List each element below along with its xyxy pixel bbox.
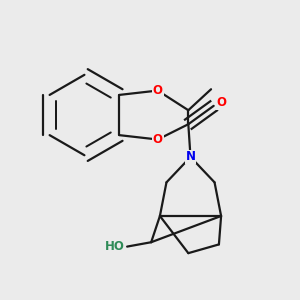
Text: O: O bbox=[217, 96, 226, 109]
Text: N: N bbox=[185, 151, 196, 164]
Text: HO: HO bbox=[105, 240, 125, 253]
Text: O: O bbox=[153, 133, 163, 146]
Text: O: O bbox=[153, 84, 163, 97]
